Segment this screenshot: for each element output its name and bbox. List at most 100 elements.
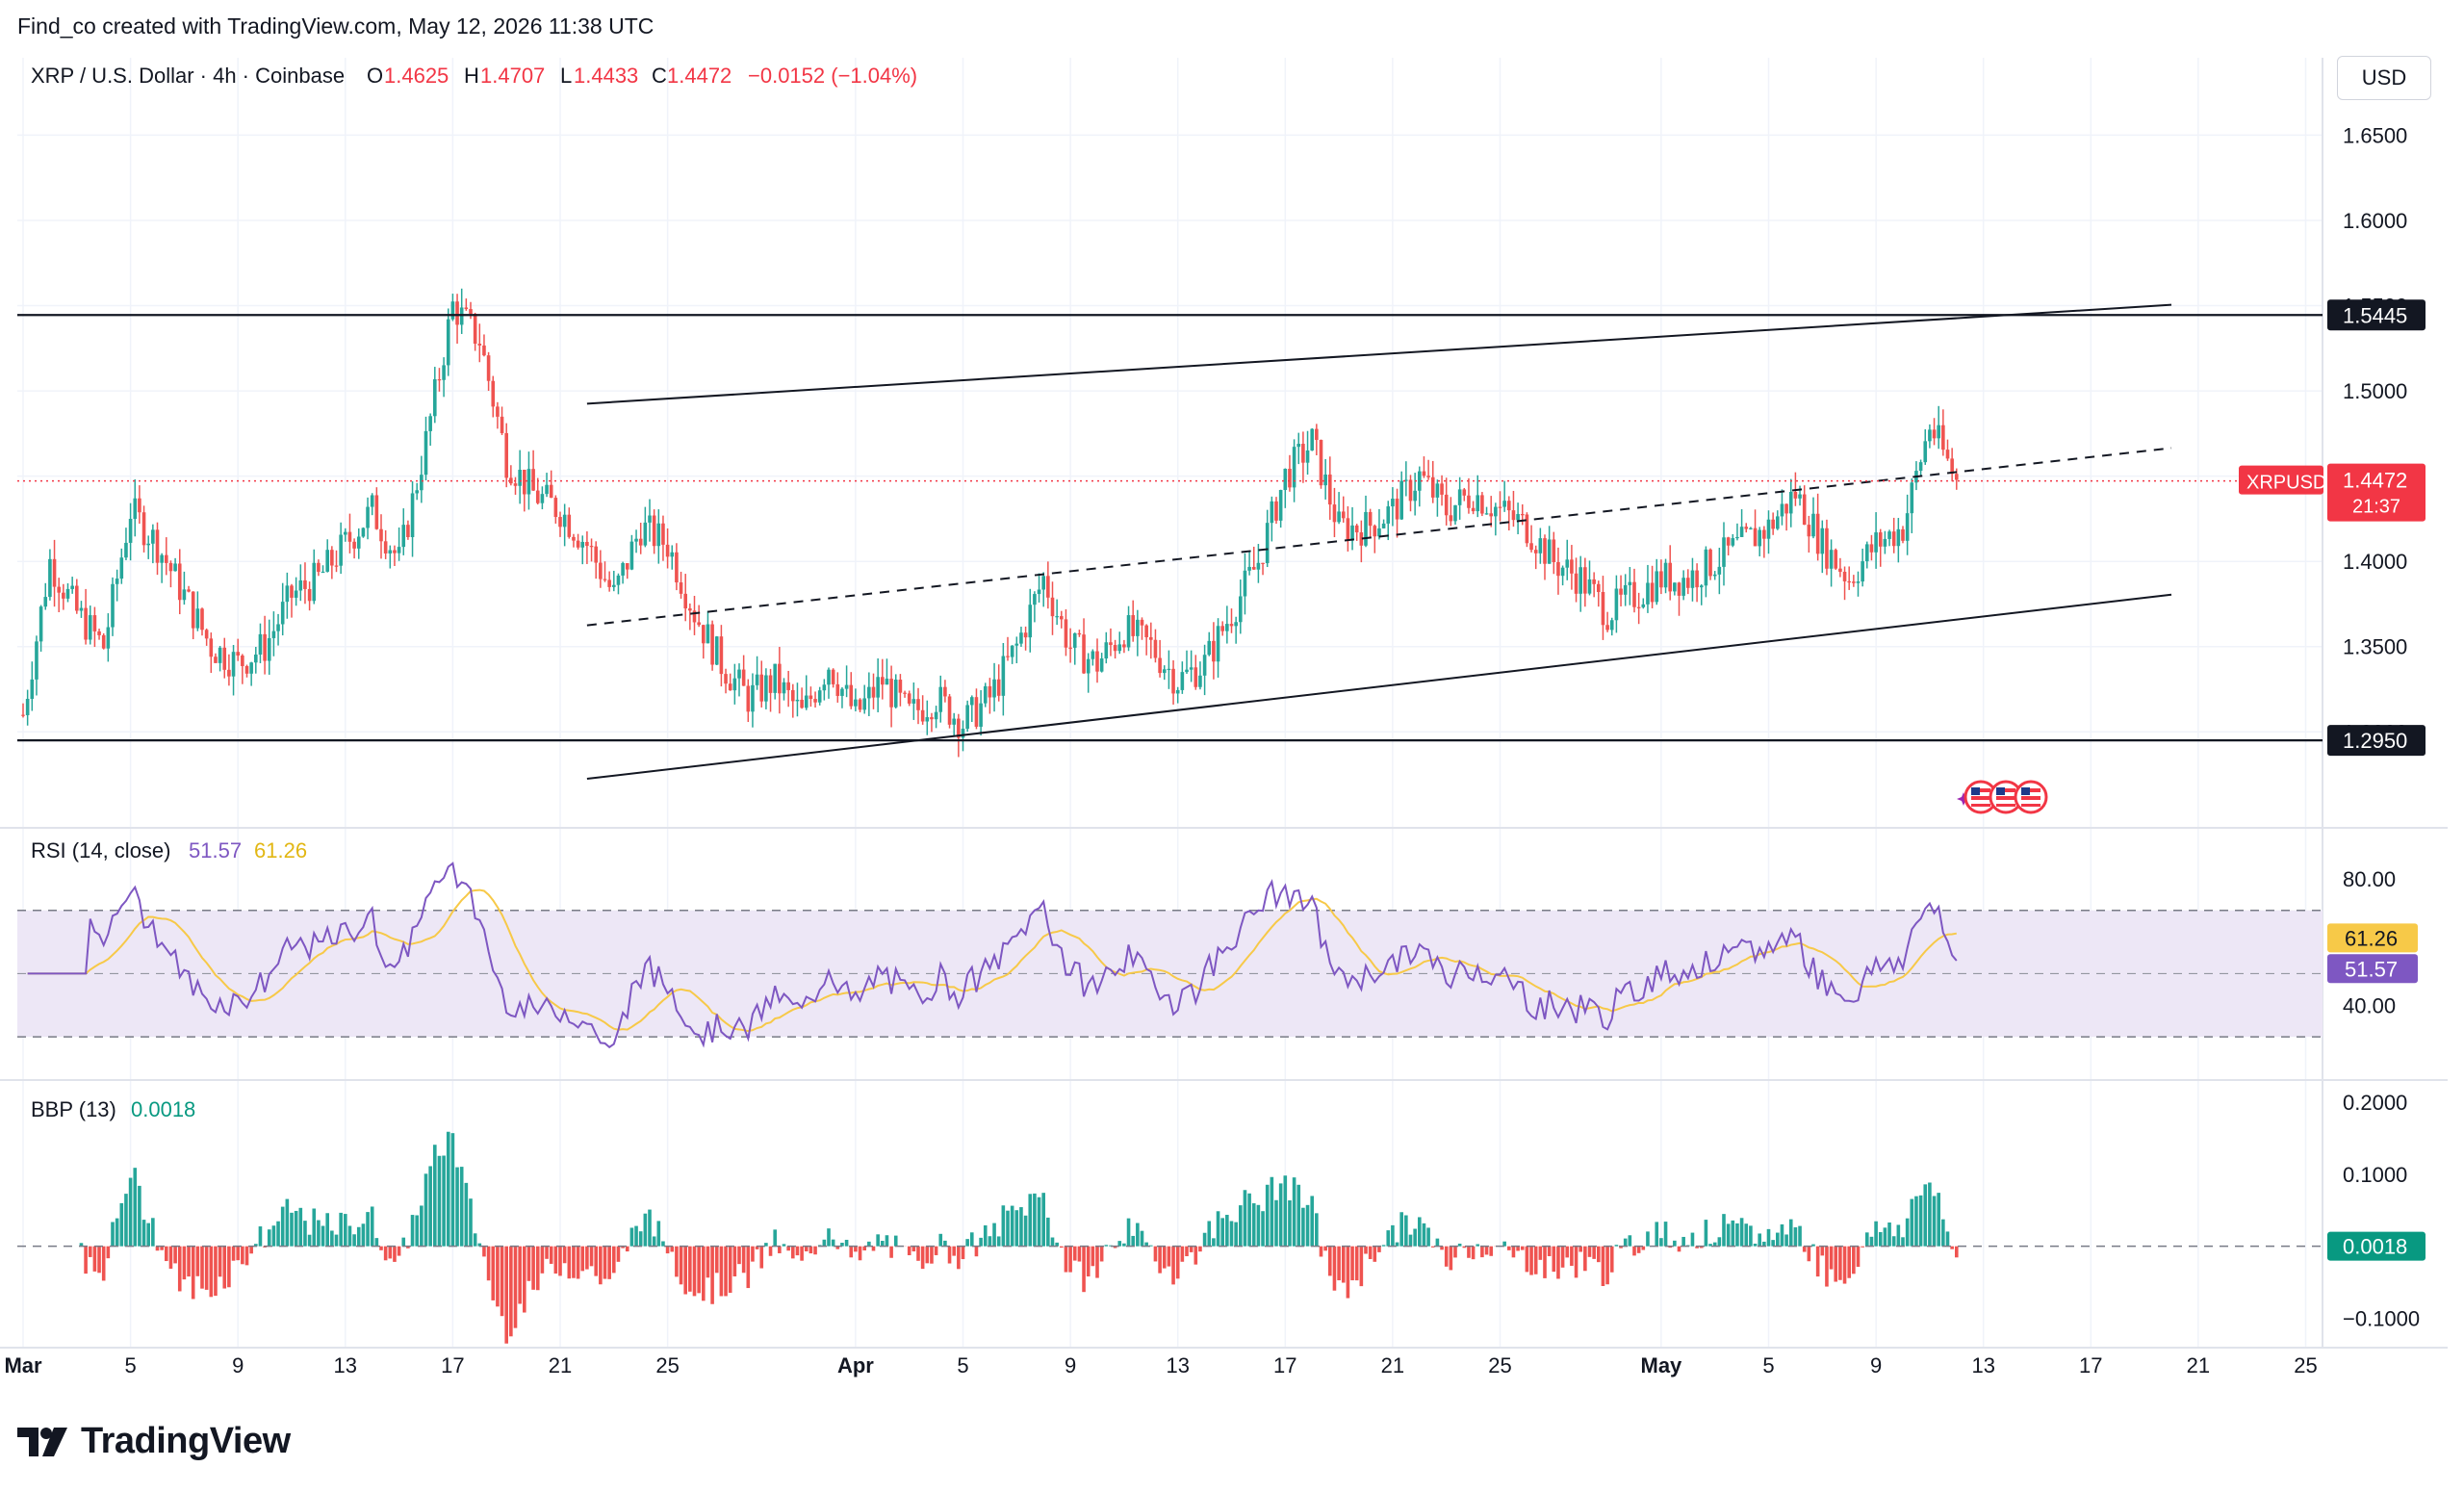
bbp-bar (1945, 1231, 1950, 1247)
candle-body (43, 597, 48, 607)
candle-body (835, 683, 840, 696)
channel-lower-trendline[interactable] (586, 593, 2172, 780)
candle-body (881, 677, 885, 685)
candle-body (943, 686, 947, 697)
price-axis[interactable]: 1.65001.60001.55001.50001.45001.40001.35… (2239, 123, 2426, 757)
bbp-bar (303, 1221, 307, 1247)
candle-body (893, 680, 898, 708)
candle-body (965, 705, 969, 730)
bbp-bar (182, 1246, 187, 1280)
bbp-bar (482, 1246, 486, 1257)
candle-body (540, 494, 545, 503)
rsi-tick-label: 80.00 (2343, 867, 2396, 891)
bbp-bar (1404, 1215, 1408, 1247)
bbp-bar (1520, 1246, 1525, 1250)
candle-body (1847, 580, 1851, 583)
drawing-layer[interactable] (17, 303, 2323, 780)
bbp-bar (1578, 1246, 1582, 1252)
candle-body (1194, 667, 1198, 687)
symbol-title[interactable]: XRP / U.S. Dollar · 4h · Coinbase (31, 64, 345, 88)
candle-body (1739, 527, 1744, 537)
bbp-title[interactable]: BBP (13) (31, 1097, 116, 1121)
candle-body (101, 634, 106, 649)
bbp-bar (513, 1246, 518, 1328)
close-label: C (652, 64, 667, 88)
candle-body (1095, 651, 1099, 672)
candle-body (1511, 510, 1516, 521)
bbp-bar (1802, 1246, 1807, 1252)
candle-body (545, 484, 549, 495)
candle-body (970, 697, 974, 706)
candlestick-series[interactable] (21, 288, 1959, 758)
time-tick-label: 5 (124, 1353, 136, 1377)
bbp-bar (1878, 1231, 1883, 1247)
bbp-bar (692, 1246, 697, 1297)
candle-body (778, 663, 782, 694)
bbp-histogram[interactable] (79, 1131, 1959, 1344)
channel-mid-trendline[interactable] (586, 447, 2172, 627)
rsi-ma-tag-label: 61.26 (2345, 926, 2398, 950)
candle-body (1838, 568, 1842, 572)
rsi-title[interactable]: RSI (14, close) (31, 838, 171, 862)
candle-body (21, 714, 25, 716)
candle-body (531, 469, 535, 491)
candle-body (1140, 619, 1144, 626)
rsi-ma-line[interactable] (27, 888, 1957, 1033)
candle-body (1704, 549, 1708, 586)
bbp-bar (808, 1246, 813, 1254)
bbp-axis[interactable]: 0.2000 0.1000 −0.1000 0.0018 (2327, 1091, 2426, 1331)
candle-body (177, 563, 182, 601)
rsi-axis[interactable]: 80.00 40.00 61.26 51.57 (2327, 867, 2418, 1017)
candle-body (1386, 506, 1391, 524)
bbp-bar (947, 1246, 952, 1264)
candle-body (155, 529, 160, 563)
candle-body (410, 493, 415, 537)
candle-body (518, 469, 522, 486)
bbp-bar (840, 1243, 844, 1247)
candle-body (393, 550, 397, 553)
level-price-label: 1.2950 (2343, 729, 2407, 753)
bbp-bar (638, 1231, 643, 1247)
candle-body (1592, 579, 1596, 584)
candle-body (683, 593, 687, 609)
candle-body (1529, 543, 1533, 551)
rsi-line[interactable] (27, 862, 1958, 1049)
bbp-bar (965, 1239, 969, 1247)
candle-body (1131, 615, 1135, 636)
candle-body (867, 686, 871, 699)
candle-body (1001, 656, 1006, 696)
candle-body (1735, 536, 1739, 539)
bbp-bar (209, 1246, 214, 1298)
candle-body (160, 554, 164, 563)
rsi-series[interactable] (27, 862, 1958, 1049)
candle-body (822, 684, 827, 691)
candle-body (558, 517, 562, 528)
bbp-bar (177, 1246, 182, 1292)
candle-body (446, 319, 450, 366)
candle-body (1923, 441, 1928, 463)
tradingview-brand[interactable]: TradingView (17, 1421, 291, 1462)
bbp-bar (1435, 1238, 1440, 1247)
bbp-bar (1516, 1246, 1520, 1251)
bbp-bar (603, 1246, 607, 1279)
bbp-bar (1722, 1214, 1726, 1247)
bbp-bar (714, 1246, 719, 1274)
channel-upper-trendline[interactable] (586, 303, 2172, 405)
currency-button[interactable]: USD (2337, 56, 2431, 100)
candle-body (1811, 513, 1815, 537)
bbp-bar (675, 1246, 679, 1277)
candle-body (1136, 619, 1140, 636)
bbp-bar (755, 1246, 759, 1249)
bbp-bar (1762, 1241, 1766, 1247)
time-axis[interactable]: Mar 5 9 13 17 21 25 Apr 5 9 13 17 21 25 May 5 9 13 17 21 25 (4, 1353, 2317, 1377)
candle-body (947, 696, 952, 725)
candle-body (1820, 528, 1825, 554)
economic-events-icons[interactable] (1957, 780, 2048, 814)
candle-body (361, 528, 366, 537)
bbp-bar (267, 1229, 271, 1247)
bbp-bar (214, 1246, 218, 1297)
candle-body (1220, 626, 1224, 631)
candle-body (1574, 573, 1578, 594)
candle-body (486, 355, 491, 381)
